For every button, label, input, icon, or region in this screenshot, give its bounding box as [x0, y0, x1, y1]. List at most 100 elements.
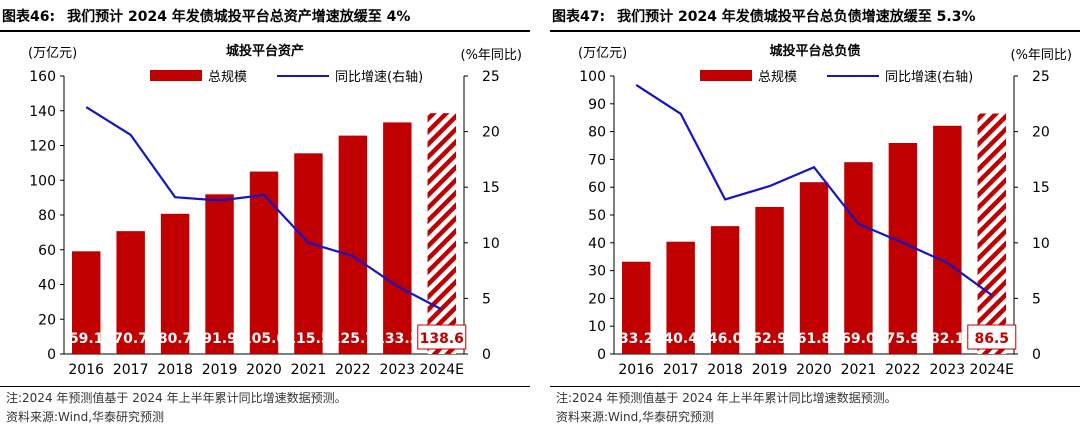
bar-forecast	[977, 113, 1006, 354]
bar-value-label: 138.6	[420, 331, 464, 347]
bar-value-label: 80.7	[158, 331, 193, 347]
x-tick-label: 2024E	[970, 362, 1014, 378]
figure-number: 图表46:	[2, 9, 56, 25]
bar	[338, 135, 368, 354]
bar	[888, 142, 918, 354]
bar	[799, 182, 829, 354]
bar-value-label: 86.5	[975, 331, 1010, 347]
chart-source: 资料来源:Wind,华泰研究预测	[556, 410, 715, 424]
x-tick-label: 2019	[202, 362, 238, 378]
bar-value-label: 61.8	[797, 331, 832, 347]
chart-note: 注:2024 年预测值基于 2024 年上半年累计同比增速数据预测。	[556, 391, 897, 405]
bar	[622, 261, 651, 354]
combo-chart-assets: 0 20 40 60 80 100 120 140 160 0 5 10 15 20 25 59.1 2016 7…	[29, 69, 500, 378]
x-tick-label: 2024E	[420, 362, 464, 378]
bar-value-label: 105.0	[242, 331, 287, 347]
x-tick-label: 2016	[68, 362, 104, 378]
bar	[710, 226, 740, 354]
x-tick-label: 2023	[930, 362, 966, 378]
left-tick-label: 140	[29, 104, 56, 120]
left-axis-unit: (万亿元)	[578, 46, 628, 61]
left-tick-label: 60	[38, 243, 56, 259]
chart-title: 城投平台总负债	[769, 44, 861, 59]
growth-line	[85, 106, 443, 311]
legend-bar-swatch	[150, 70, 202, 81]
bar-value-label: 125.7	[331, 331, 375, 347]
chart-panel-liabilities: 图表47: 我们预计 2024 年发债城投平台总负债增速放缓至 5.3% (万亿元…	[550, 0, 1080, 431]
legend: 总规模 同比增速(右轴)	[150, 66, 423, 85]
legend-bar-label: 总规模	[758, 70, 798, 85]
combo-chart-liabilities: 0 10 20 30 40 50 60 70 80 90 100 0 5 10 15 20 25 33.2 2016…	[579, 69, 1050, 378]
forecast-label-box	[967, 324, 1017, 350]
left-tick-label: 80	[588, 125, 606, 141]
right-tick-label: 20	[1032, 125, 1050, 141]
bar-value-label: 75.9	[886, 331, 921, 347]
left-tick-label: 60	[588, 180, 606, 196]
right-tick-label: 5	[1032, 291, 1041, 307]
left-tick-label: 0	[597, 347, 606, 363]
bar-value-label: 133.3	[375, 331, 419, 347]
left-tick-label: 160	[29, 69, 56, 85]
growth-line	[635, 83, 993, 296]
x-tick-label: 2019	[752, 362, 788, 378]
right-axis-unit: (%年同比)	[1010, 48, 1073, 63]
left-tick-label: 80	[38, 208, 56, 224]
right-tick-label: 10	[482, 236, 500, 252]
left-tick-label: 100	[29, 173, 56, 189]
x-tick-label: 2016	[618, 362, 654, 378]
chart-title: 城投平台资产	[225, 44, 304, 59]
figure-number: 图表47:	[552, 9, 606, 25]
bar	[844, 162, 873, 354]
left-tick-label: 10	[588, 319, 606, 335]
bar-value-label: 69.0	[841, 331, 876, 347]
left-tick-label: 0	[47, 347, 56, 363]
figure-title: 图表47: 我们预计 2024 年发债城投平台总负债增速放缓至 5.3%	[552, 6, 976, 26]
right-tick-label: 0	[482, 347, 491, 363]
right-tick-label: 25	[482, 69, 500, 85]
bar	[249, 171, 279, 354]
bar	[755, 206, 784, 354]
x-tick-label: 2017	[113, 362, 149, 378]
legend-line-swatch	[277, 74, 330, 77]
legend-line-label: 同比增速(右轴)	[335, 70, 424, 85]
chart-note: 注:2024 年预测值基于 2024 年上半年累计同比增速数据预测。	[6, 391, 347, 405]
title-divider	[0, 30, 530, 32]
figure-title: 图表46: 我们预计 2024 年发债城投平台总资产增速放缓至 4%	[2, 6, 410, 26]
bottom-divider	[550, 386, 1080, 387]
right-tick-label: 10	[1032, 236, 1050, 252]
left-tick-label: 40	[588, 236, 606, 252]
bar-value-label: 70.7	[113, 331, 148, 347]
x-tick-label: 2020	[246, 362, 282, 378]
x-tick-label: 2022	[335, 362, 371, 378]
right-tick-label: 20	[482, 125, 500, 141]
bottom-divider	[0, 386, 530, 387]
legend-bar-swatch	[700, 70, 752, 81]
left-tick-label: 90	[588, 97, 606, 113]
legend: 总规模 同比增速(右轴)	[700, 66, 973, 85]
legend-line-swatch	[827, 74, 880, 77]
left-tick-label: 50	[588, 208, 606, 224]
bar-value-label: 115.5	[286, 331, 330, 347]
left-tick-label: 40	[38, 278, 56, 294]
bar	[383, 122, 412, 354]
bar	[116, 231, 145, 354]
figure-title-text: 我们预计 2024 年发债城投平台总负债增速放缓至 5.3%	[617, 9, 976, 25]
figure-title-text: 我们预计 2024 年发债城投平台总资产增速放缓至 4%	[67, 9, 411, 25]
legend-bar-label: 总规模	[208, 70, 248, 85]
left-tick-label: 30	[588, 264, 606, 280]
right-axis-unit: (%年同比)	[460, 48, 523, 63]
bar	[160, 213, 190, 354]
x-tick-label: 2022	[885, 362, 921, 378]
bar-forecast	[427, 113, 456, 354]
x-tick-label: 2020	[796, 362, 832, 378]
forecast-label-box	[417, 324, 467, 350]
bar	[72, 251, 101, 354]
bar-value-label: 52.9	[752, 331, 787, 347]
x-tick-label: 2018	[157, 362, 193, 378]
title-divider	[550, 30, 1080, 32]
x-tick-label: 2018	[707, 362, 743, 378]
left-axis-unit: (万亿元)	[28, 46, 78, 61]
bar	[294, 153, 323, 354]
right-tick-label: 15	[1032, 180, 1050, 196]
legend-line-label: 同比增速(右轴)	[885, 70, 974, 85]
